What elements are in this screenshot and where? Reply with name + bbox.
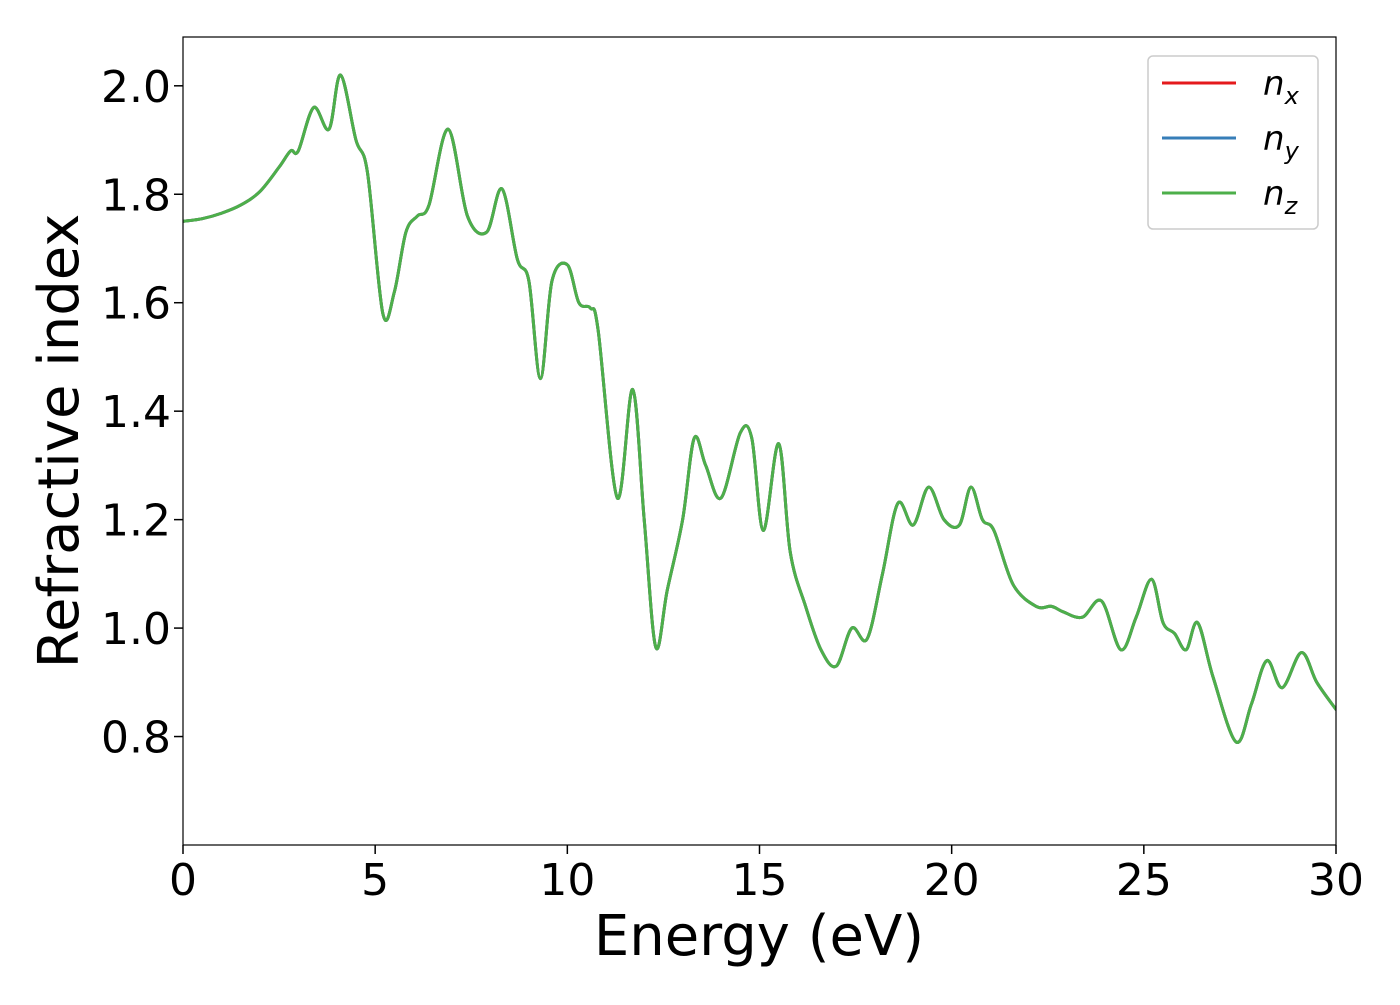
y-tick-label: 1.6	[101, 279, 171, 330]
legend-label: nx	[1263, 64, 1300, 110]
x-axis-title: Energy (eV)	[594, 904, 924, 969]
x-tick-label: 5	[361, 855, 389, 906]
y-tick-label: 1.0	[101, 604, 171, 655]
y-axis: 0.8 1.0 1.2 1.4 1.6 1.8 2.0	[101, 62, 183, 764]
y-tick-label: 1.4	[101, 387, 171, 438]
y-axis-title: Refractive index	[27, 214, 92, 669]
x-tick-label: 10	[539, 855, 595, 906]
y-tick-label: 0.8	[101, 713, 171, 764]
x-tick-label: 0	[169, 855, 197, 906]
y-tick-label: 1.2	[101, 496, 171, 547]
y-tick-label: 2.0	[101, 62, 171, 113]
x-tick-label: 15	[732, 855, 788, 906]
x-tick-label: 25	[1116, 855, 1172, 906]
legend: nx ny nz	[1147, 55, 1319, 230]
x-tick-label: 20	[924, 855, 980, 906]
legend-label: nz	[1263, 174, 1299, 220]
legend-label: ny	[1263, 119, 1300, 165]
y-tick-label: 1.8	[101, 170, 171, 221]
series-layer	[183, 73, 1336, 744]
x-axis: 0 5 10 15 20 25 30	[169, 845, 1364, 906]
x-tick-label: 30	[1308, 855, 1364, 906]
series-line-n-z	[183, 73, 1336, 744]
legend-frame	[1147, 55, 1319, 230]
plot-background	[183, 37, 1336, 845]
